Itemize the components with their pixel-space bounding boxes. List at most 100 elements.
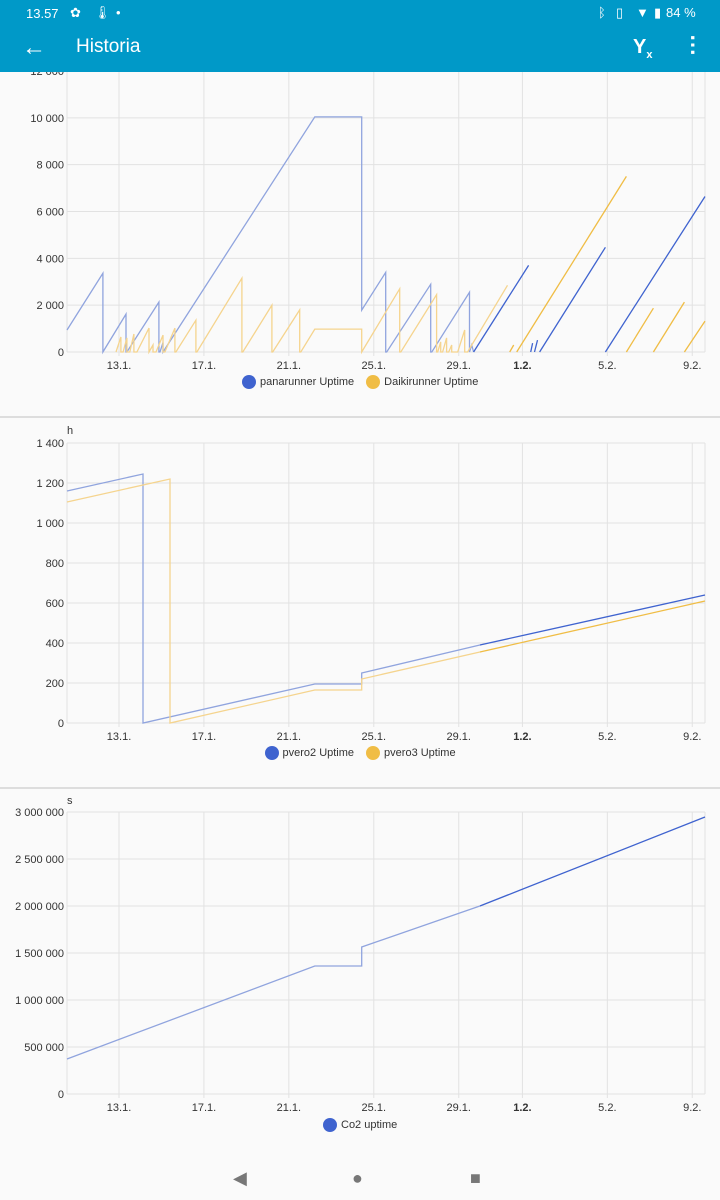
series-line-panarunner-uptime: [533, 339, 539, 353]
legend-label: Daikirunner Uptime: [384, 376, 479, 388]
chart-legend: Co2 uptime: [323, 1118, 405, 1132]
series-line-daikirunner-uptime: [115, 275, 509, 355]
x-tick-label: 1.2.: [513, 1102, 531, 1114]
x-tick-label: 17.1.: [192, 731, 216, 743]
x-tick-label: 25.1.: [362, 360, 386, 372]
y-tick-label: 1 200: [36, 478, 64, 490]
legend-label: panarunner Uptime: [260, 376, 355, 388]
legend-dot-icon: [323, 1118, 337, 1132]
thermometer-icon: 🌡︎: [94, 5, 111, 20]
legend-dot-icon: [366, 746, 381, 760]
y-tick-label: 1 000 000: [15, 995, 64, 1007]
series-line-daikirunner-uptime: [652, 301, 685, 353]
y-tick-label: 600: [46, 598, 64, 610]
status-bar: 13.57 ✿ 🌡︎ • ᛒ ▯ ▼ ▮ 84 %: [0, 0, 720, 30]
series-line-daikirunner-uptime: [509, 344, 515, 353]
dot-icon: •: [116, 5, 121, 20]
series-line-daikirunner-uptime: [516, 176, 627, 353]
y-tick-label: 400: [46, 638, 64, 650]
x-tick-label: 21.1.: [277, 360, 301, 372]
x-tick-label: 1.2.: [513, 360, 531, 372]
chart-divider: [0, 416, 720, 418]
x-tick-label: 17.1.: [192, 1102, 216, 1114]
series-line-panarunner-uptime: [539, 246, 606, 353]
wifi-icon: ▼: [636, 5, 649, 20]
filter-clear-icon[interactable]: Yx: [633, 36, 653, 61]
legend-dot-icon: [264, 746, 279, 760]
x-tick-label: 5.2.: [598, 731, 616, 743]
x-tick-label: 29.1.: [446, 1102, 470, 1114]
legend-item[interactable]: panarunner Uptime: [242, 375, 362, 389]
series-line-panarunner-uptime: [66, 116, 475, 355]
battery-percent: 84 %: [666, 5, 696, 20]
y-tick-label: 0: [58, 347, 64, 359]
x-tick-label: 1.2.: [513, 731, 531, 743]
series-line-panarunner-uptime: [604, 196, 706, 353]
series-line-panarunner-uptime: [473, 265, 530, 353]
series-line-daikirunner-uptime: [683, 320, 706, 353]
nav-back-button[interactable]: ◀: [233, 1168, 247, 1188]
y-tick-label: 800: [46, 558, 64, 570]
chart-2: 0 200 400 600 800 1 000 1 200 1 400 13.1. 17.1. 21…: [36, 425, 706, 743]
x-tick-label: 21.1.: [277, 731, 301, 743]
legend-item[interactable]: pvero2 Uptime: [264, 746, 363, 760]
y-tick-label: 1 500 000: [15, 948, 64, 960]
y-tick-label: 0: [58, 1089, 64, 1101]
chart-legend: pvero2 Uptime pvero3 Uptime: [264, 746, 464, 760]
legend-label: pvero2 Uptime: [282, 747, 355, 759]
y-tick-label: 2 000 000: [15, 901, 64, 913]
x-tick-label: 5.2.: [598, 360, 616, 372]
series-line-pvero3-uptime: [66, 478, 481, 724]
x-tick-label: 21.1.: [277, 1102, 301, 1114]
more-vertical-icon[interactable]: ⋯: [681, 34, 706, 56]
x-tick-label: 13.1.: [107, 360, 131, 372]
arrow-left-icon[interactable]: ←: [22, 34, 46, 61]
y-tick-label: 200: [46, 678, 64, 690]
y-axis-unit: s: [67, 795, 73, 807]
legend-item[interactable]: Co2 uptime: [323, 1118, 405, 1132]
legend-dot-icon: [242, 375, 256, 389]
x-tick-label: 5.2.: [598, 1102, 616, 1114]
page-title: Historia: [76, 36, 141, 57]
y-tick-label: 4 000: [36, 253, 64, 265]
legend-item[interactable]: pvero3 Uptime: [366, 746, 464, 760]
y-axis-unit: h: [67, 425, 73, 437]
nav-home-button[interactable]: ●: [352, 1168, 363, 1188]
x-tick-label: 9.2.: [683, 731, 701, 743]
x-tick-label: 13.1.: [107, 731, 131, 743]
series-line-daikirunner-uptime: [625, 307, 654, 353]
series-line-co2-uptime: [66, 905, 481, 1060]
chart-legend: panarunner Uptime Daikirunner Uptime: [242, 375, 486, 389]
series-line-panarunner-uptime: [530, 342, 534, 353]
app-bar: ← Historia Yx ⋯: [0, 30, 720, 72]
battery-icon: ▮: [654, 5, 662, 20]
y-tick-label: 10 000: [30, 113, 64, 125]
chart-divider: [0, 787, 720, 789]
bluetooth-icon: ᛒ: [598, 5, 606, 20]
legend-label: pvero3 Uptime: [384, 747, 456, 759]
nav-recents-button[interactable]: ■: [470, 1168, 481, 1188]
nav-bar: ◀ ● ■: [0, 1158, 720, 1200]
fan-icon: ✿: [70, 5, 81, 20]
legend-dot-icon: [366, 375, 381, 389]
series-line-co2-uptime: [479, 816, 706, 907]
y-tick-label: 1 400: [36, 438, 64, 450]
x-tick-label: 29.1.: [446, 731, 470, 743]
vibrate-icon: ▯: [616, 5, 624, 20]
legend-label: Co2 uptime: [341, 1119, 398, 1131]
x-tick-label: 25.1.: [362, 1102, 386, 1114]
series-line-pvero2-uptime: [66, 473, 481, 724]
series-line-pvero2-uptime: [479, 594, 706, 646]
y-tick-label: 500 000: [24, 1042, 64, 1054]
y-tick-label: 8 000: [36, 160, 64, 172]
x-tick-label: 25.1.: [362, 731, 386, 743]
x-tick-label: 13.1.: [107, 1102, 131, 1114]
x-tick-label: 9.2.: [683, 360, 701, 372]
y-tick-label: 2 000: [36, 300, 64, 312]
chart-3: 0 500 000 1 000 000 1 500 000 2 000 000 2 500…: [15, 795, 706, 1114]
y-tick-label: 3 000 000: [15, 807, 64, 819]
status-time: 13.57: [26, 6, 59, 21]
legend-item[interactable]: Daikirunner Uptime: [366, 375, 486, 389]
